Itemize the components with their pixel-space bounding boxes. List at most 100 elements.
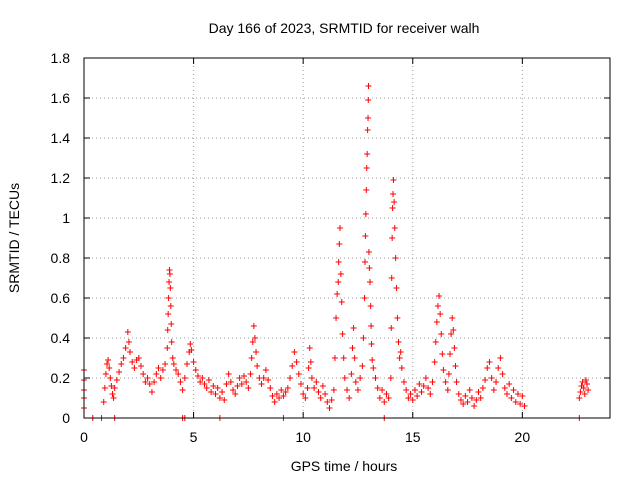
data-point	[388, 275, 395, 281]
data-point	[253, 349, 260, 355]
data-point	[109, 391, 116, 397]
data-point	[389, 205, 396, 211]
data-point	[468, 395, 475, 401]
data-point	[166, 279, 173, 285]
data-point	[110, 395, 117, 401]
data-point	[486, 359, 493, 365]
data-point	[452, 363, 459, 369]
data-point	[512, 399, 519, 405]
data-point	[122, 345, 129, 351]
data-point	[159, 367, 166, 373]
data-point	[392, 255, 399, 261]
data-point	[164, 345, 171, 351]
data-point	[416, 381, 423, 387]
data-point	[258, 381, 265, 387]
data-point	[457, 397, 464, 403]
data-point	[210, 383, 217, 389]
data-point	[120, 355, 127, 361]
data-point	[363, 187, 370, 193]
data-point	[105, 357, 112, 363]
data-point	[267, 385, 274, 391]
data-point	[368, 323, 375, 329]
data-point	[175, 371, 182, 377]
data-point	[391, 199, 398, 205]
data-point	[360, 335, 367, 341]
x-tick-label: 0	[80, 429, 88, 445]
data-point	[455, 391, 462, 397]
data-point	[227, 379, 234, 385]
data-point	[157, 375, 164, 381]
data-point	[354, 387, 361, 393]
data-point	[495, 365, 502, 371]
data-point	[287, 375, 294, 381]
chart-title: Day 166 of 2023, SRMTID for receiver wal…	[209, 20, 480, 36]
x-tick-label: 20	[515, 429, 531, 445]
data-point	[437, 311, 444, 317]
data-point	[363, 165, 370, 171]
data-point	[425, 385, 432, 391]
data-point	[482, 377, 489, 383]
data-point	[247, 371, 254, 377]
data-point	[302, 395, 309, 401]
data-point	[464, 399, 471, 405]
data-point	[418, 389, 425, 395]
x-tick-label: 5	[190, 429, 198, 445]
data-point	[501, 385, 508, 391]
data-point	[499, 371, 506, 377]
data-point	[295, 371, 302, 377]
data-point	[506, 381, 513, 387]
data-point	[479, 385, 486, 391]
data-point	[190, 359, 197, 365]
data-point	[390, 191, 397, 197]
data-point	[583, 381, 590, 387]
data-point	[359, 363, 366, 369]
data-point	[337, 271, 344, 277]
data-point	[427, 391, 434, 397]
data-point	[315, 389, 322, 395]
data-point	[146, 381, 153, 387]
data-point	[297, 381, 304, 387]
data-point	[439, 351, 446, 357]
data-point	[177, 379, 184, 385]
data-point	[475, 389, 482, 395]
data-point	[284, 385, 291, 391]
data-point	[319, 383, 326, 389]
data-point	[140, 371, 147, 377]
data-point	[260, 375, 267, 381]
data-point	[170, 361, 177, 367]
data-point	[374, 385, 381, 391]
data-point	[462, 393, 469, 399]
data-point	[379, 387, 386, 393]
data-point	[444, 387, 451, 393]
data-point	[322, 391, 329, 397]
data-point	[339, 331, 346, 337]
data-point	[317, 395, 324, 401]
data-point	[311, 385, 318, 391]
data-point	[282, 389, 289, 395]
data-point	[473, 397, 480, 403]
data-point	[129, 359, 136, 365]
data-point	[403, 387, 410, 393]
data-point	[579, 379, 586, 385]
data-point	[367, 279, 374, 285]
data-point	[249, 339, 256, 345]
data-point	[102, 371, 109, 377]
y-tick-label: 0.2	[51, 370, 71, 386]
data-point	[101, 385, 108, 391]
data-point	[365, 83, 372, 89]
data-point	[306, 345, 313, 351]
data-point	[348, 371, 355, 377]
data-point	[431, 359, 438, 365]
data-point	[493, 379, 500, 385]
data-point	[164, 327, 171, 333]
data-point	[167, 285, 174, 291]
data-point	[405, 395, 412, 401]
data-point	[125, 339, 132, 345]
data-point	[232, 391, 239, 397]
data-point	[440, 367, 447, 373]
data-point	[197, 379, 204, 385]
y-tick-label: 0.6	[51, 290, 71, 306]
data-point	[335, 259, 342, 265]
data-point	[364, 127, 371, 133]
data-point	[273, 391, 280, 397]
